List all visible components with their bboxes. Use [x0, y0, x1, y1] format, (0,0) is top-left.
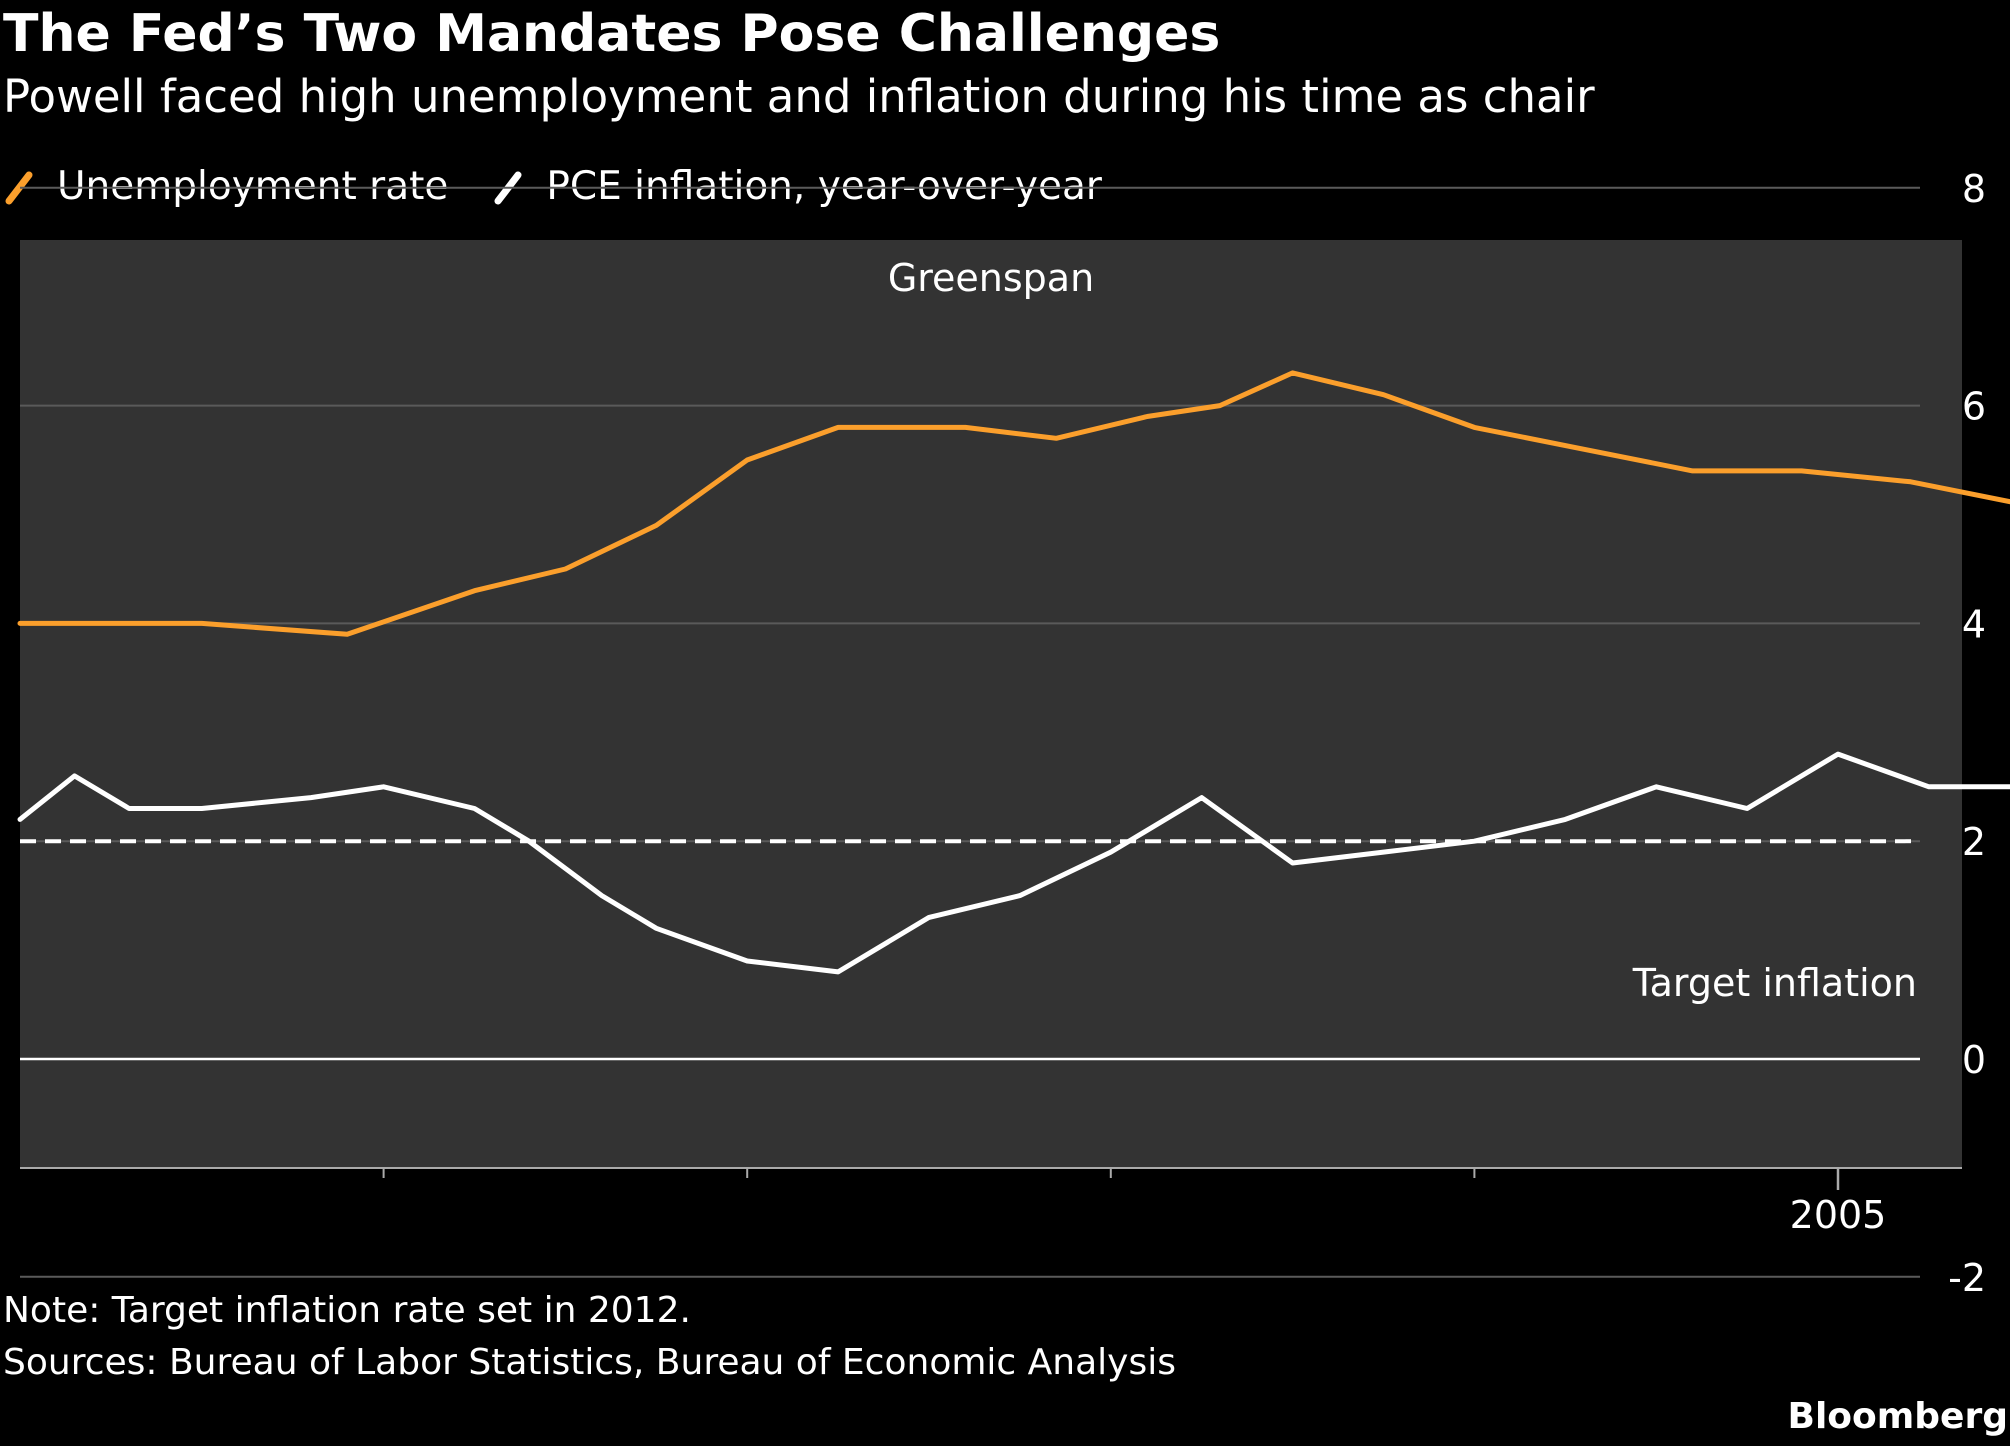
y-tick-label-8: -2 — [1948, 1256, 1986, 1300]
y-tick-label-3: 8 — [1962, 167, 1986, 211]
chart-subtitle: Powell faced high unemployment and infla… — [3, 70, 1595, 123]
legend-label-unemployment: Unemployment rate — [57, 164, 449, 209]
x-tick-label-0: 2005 — [1790, 1193, 1887, 1237]
y-tick-label-5: 4 — [1962, 602, 1986, 646]
chair-period-label-bernanke: Bernanke — [2006, 256, 2010, 300]
legend-item-pce: PCE inflation, year-over-year — [492, 164, 1102, 209]
chart-note: Note: Target inflation rate set in 2012. — [3, 1290, 691, 1331]
chair-period-shade-greenspan — [20, 240, 1962, 1168]
legend: Unemployment rate PCE inflation, year-ov… — [3, 164, 1146, 209]
chart-sources: Sources: Bureau of Labor Statistics, Bur… — [3, 1342, 1176, 1383]
y-tick-label-4: 6 — [1962, 385, 1986, 429]
chair-period-label-greenspan: Greenspan — [888, 256, 1094, 300]
legend-label-pce: PCE inflation, year-over-year — [546, 164, 1102, 209]
legend-swatch-unemployment — [5, 171, 33, 204]
chart-title: The Fed’s Two Mandates Pose Challenges — [3, 4, 1221, 64]
bloomberg-logo: Bloomberg — [1787, 1396, 2008, 1437]
legend-item-unemployment: Unemployment rate — [3, 164, 448, 209]
y-tick-label-6: 2 — [1962, 820, 1986, 864]
pce-inflation-line — [17, 751, 2010, 975]
target-inflation-label: Target inflation — [1632, 961, 1917, 1005]
y-tick-label-7: 0 — [1962, 1038, 1986, 1082]
unemployment-rate-line — [17, 370, 2010, 637]
